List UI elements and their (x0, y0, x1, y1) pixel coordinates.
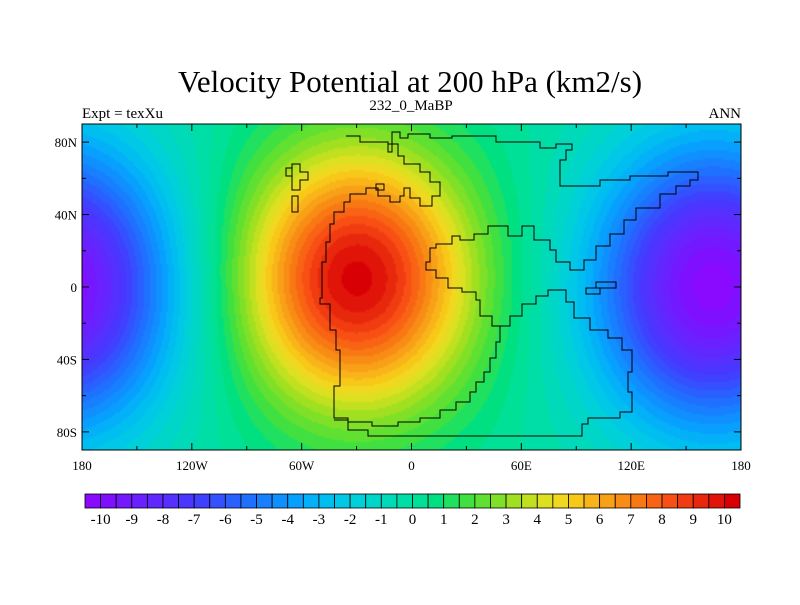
colorbar-box (146, 493, 164, 509)
x-tick-label: 180 (72, 458, 92, 473)
colorbar-box (380, 493, 398, 509)
colorbar-box (365, 493, 382, 509)
colorbar-label: 3 (502, 512, 510, 528)
colorbar-box (162, 493, 179, 509)
colorbar-box (521, 493, 538, 509)
colorbar-label: 7 (627, 512, 635, 528)
time-label: 232_0_MaBP (369, 98, 452, 114)
colorbar-box (646, 493, 663, 509)
colorbar-box (630, 493, 647, 509)
colorbar-box (396, 493, 413, 509)
colorbar-label: -5 (250, 512, 263, 528)
colorbar-box (256, 493, 273, 509)
colorbar-labels: -10 -9 -8 -7 -6 -5 -4 -3 -2 -1 0 1 2 3 4 5 6 7 8 9 10 (91, 512, 732, 528)
continent-outline-asia-australia (334, 289, 633, 437)
colorbar-label: -4 (281, 512, 294, 528)
colorbar-label: 0 (409, 512, 417, 528)
figure-title: Velocity Potential at 200 hPa (km2/s) (178, 64, 642, 99)
axis-ticks (81, 124, 742, 450)
colorbar-label: 8 (658, 512, 666, 528)
colorbar-box (287, 493, 304, 509)
coastline-madagascar (585, 281, 617, 295)
y-tick-label: 80S (57, 425, 77, 440)
y-tick-label: 80N (55, 135, 78, 150)
colorbar-label: -10 (91, 512, 111, 528)
colorbar-box (708, 493, 725, 509)
colorbar-box (209, 493, 226, 509)
colorbar-box (427, 493, 445, 509)
coastline-greenland (291, 163, 309, 191)
colorbar-box (552, 493, 569, 509)
colorbar-box (100, 493, 117, 509)
colorbar-box (240, 493, 257, 509)
season-label: ANN (709, 106, 742, 122)
colorbar-label: -9 (126, 512, 139, 528)
colorbar-box (349, 493, 367, 509)
colorbar-box (490, 493, 507, 509)
colorbar-label: -1 (375, 512, 388, 528)
colorbar-box (661, 493, 679, 509)
colorbar-box (677, 493, 694, 509)
x-tick-label: 180 (731, 458, 751, 473)
y-tick-label: 0 (71, 280, 78, 295)
x-tick-label: 120W (176, 458, 209, 473)
colorbar-box (302, 493, 320, 509)
colorbar-box (536, 493, 554, 509)
colorbar-box (84, 493, 101, 509)
colorbar-label: 6 (596, 512, 604, 528)
colorbar-box (271, 493, 289, 509)
y-tick-label: 40S (57, 352, 77, 367)
continent-outline-africa-europe (319, 131, 699, 427)
colorbar-box (131, 493, 148, 509)
colorbar-box (412, 493, 429, 509)
contour-field (82, 124, 741, 450)
colorbar-box (334, 493, 351, 509)
colorbar-label: -7 (188, 512, 201, 528)
colorbar-box (443, 493, 460, 509)
colorbar-box (224, 493, 242, 509)
coastline-uk (375, 183, 385, 191)
colorbar-label: 4 (534, 512, 542, 528)
experiment-label: Expt = texXu (82, 106, 163, 122)
colorbar-label: 10 (717, 512, 732, 528)
colorbar-box (115, 493, 133, 509)
colorbar-label: 9 (689, 512, 697, 528)
coastline-north-america (285, 167, 299, 213)
colorbar-label: -3 (313, 512, 326, 528)
colorbar-box (474, 493, 491, 509)
colorbar-box (724, 493, 741, 509)
colorbar-box (614, 493, 632, 509)
colorbar-label: 2 (471, 512, 479, 528)
colorbar-label: 1 (440, 512, 448, 528)
colorbar-label: -8 (157, 512, 170, 528)
colorbar-box (583, 493, 601, 509)
colorbar-box (178, 493, 195, 509)
colorbar (84, 493, 741, 509)
colorbar-box (692, 493, 710, 509)
colorbar-label: -2 (344, 512, 357, 528)
x-tick-label: 60W (289, 458, 315, 473)
x-tick-label: 120E (617, 458, 645, 473)
x-axis-labels: 180 120W 60W 0 60E 120E 180 (72, 458, 751, 473)
colorbar-box (568, 493, 585, 509)
x-tick-label: 0 (408, 458, 415, 473)
colorbar-label: 5 (565, 512, 573, 528)
colorbar-box (458, 493, 476, 509)
colorbar-box (318, 493, 335, 509)
continent-outlines (285, 131, 699, 437)
y-axis-labels: 80N 40N 0 40S 80S (55, 135, 78, 440)
x-tick-label: 60E (511, 458, 532, 473)
colorbar-label: -6 (219, 512, 232, 528)
y-tick-label: 40N (55, 208, 78, 223)
contour-field-image (82, 124, 741, 450)
colorbar-box (505, 493, 523, 509)
colorbar-box (193, 493, 211, 509)
colorbar-box (599, 493, 616, 509)
